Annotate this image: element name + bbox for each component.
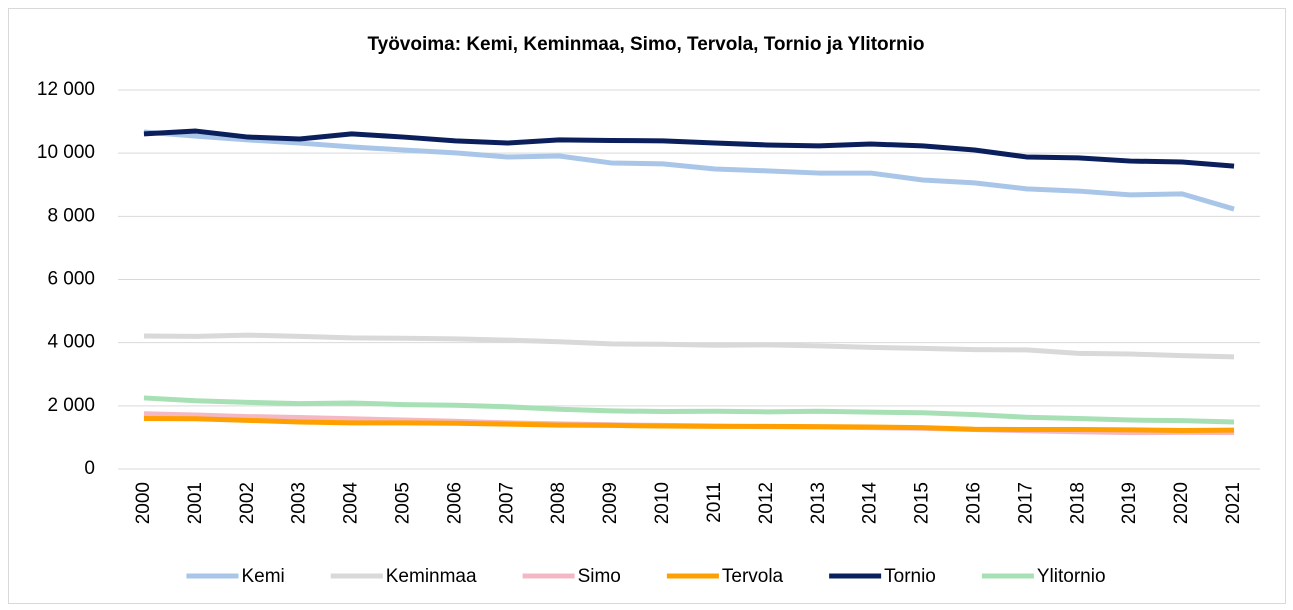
x-tick-label: 2013 (808, 482, 829, 524)
x-tick-label: 2004 (341, 482, 362, 525)
legend-label: Kemi (241, 566, 284, 587)
x-tick-label: 2017 (1015, 482, 1036, 524)
x-tick-label: 2005 (393, 482, 414, 524)
x-tick-label: 2001 (185, 482, 206, 524)
x-tick-label: 2002 (237, 482, 258, 524)
y-tick-label: 10 000 (37, 142, 95, 163)
legend-label: Keminmaa (386, 566, 477, 587)
x-tick-label: 2021 (1223, 482, 1244, 524)
x-tick-label: 2018 (1067, 482, 1088, 524)
x-tick-label: 2006 (444, 482, 465, 524)
legend-label: Simo (578, 566, 621, 587)
x-tick-label: 2020 (1171, 482, 1192, 524)
y-tick-label: 8 000 (47, 205, 95, 226)
y-tick-label: 6 000 (47, 269, 95, 290)
series-line (143, 332, 1235, 360)
y-tick-label: 2 000 (47, 395, 95, 416)
legend-label: Tornio (884, 566, 936, 587)
x-tick-label: 2010 (652, 482, 673, 524)
series-line (143, 129, 1235, 212)
legend-label: Ylitornio (1037, 566, 1106, 587)
series-line (143, 128, 1235, 169)
series-line (143, 395, 1235, 425)
x-tick-label: 2003 (289, 482, 310, 524)
x-tick-label: 2007 (496, 482, 517, 524)
x-tick-label: 2016 (964, 482, 985, 524)
x-tick-label: 2015 (912, 482, 933, 524)
series-line (143, 415, 1235, 433)
chart-frame (8, 8, 1286, 604)
x-tick-label: 2011 (704, 482, 725, 523)
x-tick-label: 2009 (600, 482, 621, 524)
legend-label: Tervola (722, 566, 784, 587)
y-tick-label: 12 000 (37, 79, 95, 100)
x-tick-label: 2014 (860, 482, 881, 525)
x-tick-label: 2000 (133, 482, 154, 524)
x-tick-label: 2012 (756, 482, 777, 524)
y-tick-label: 4 000 (47, 332, 95, 353)
chart-title: Työvoima: Kemi, Keminmaa, Simo, Tervola,… (367, 34, 924, 55)
x-tick-label: 2008 (548, 482, 569, 524)
y-tick-label: 0 (84, 458, 95, 479)
x-tick-label: 2019 (1119, 482, 1140, 524)
